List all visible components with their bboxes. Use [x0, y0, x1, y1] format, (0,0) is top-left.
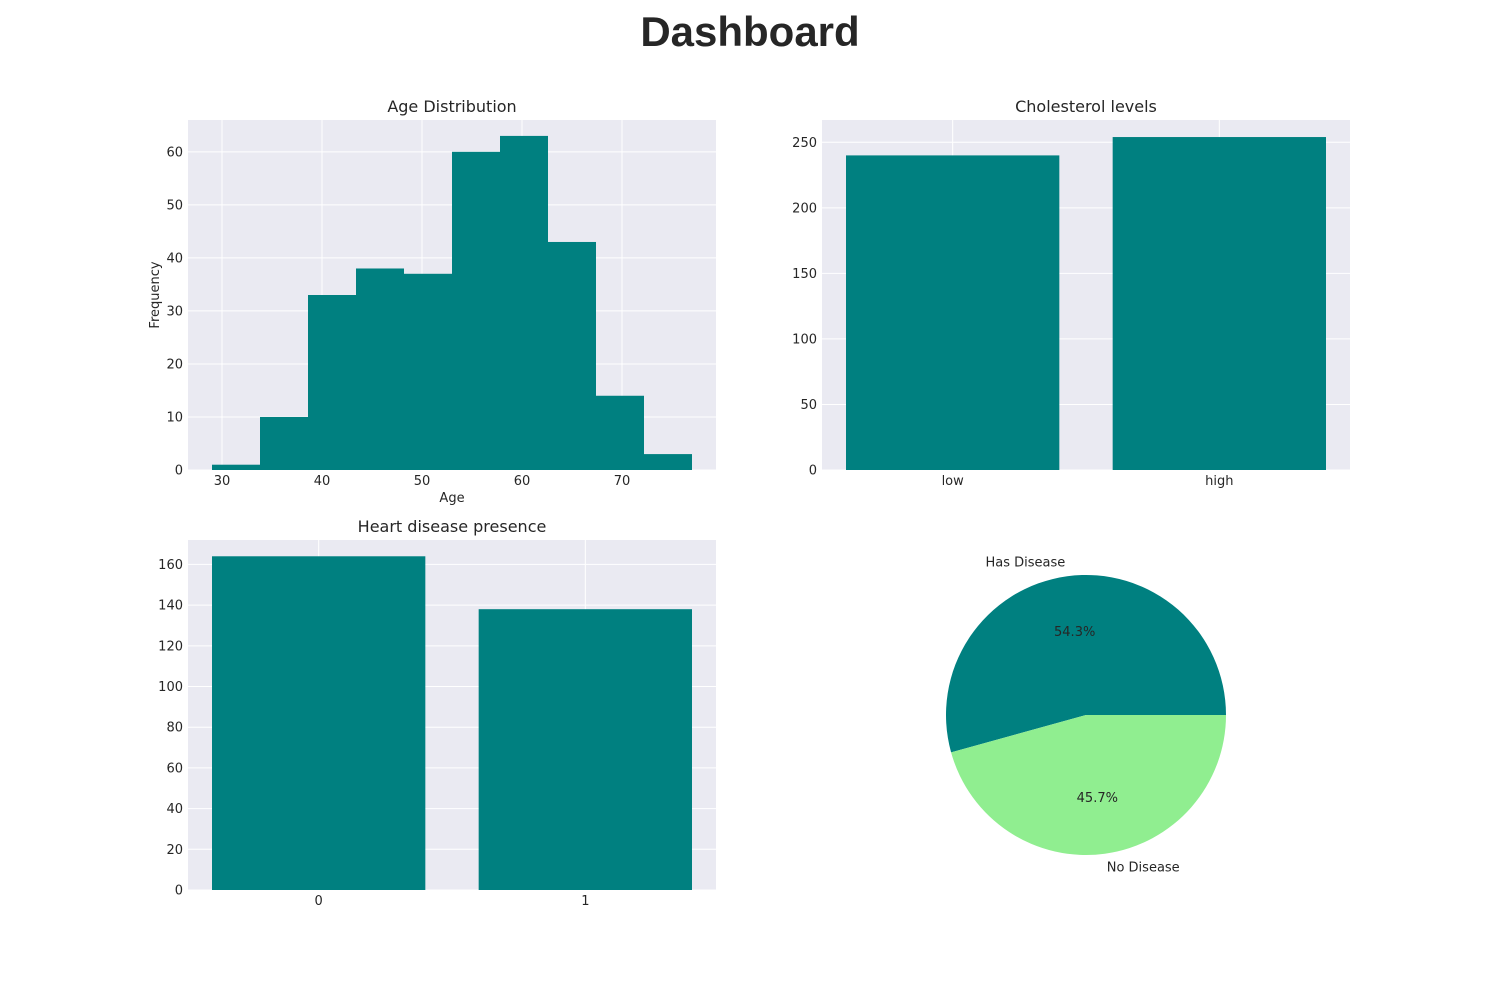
heart-disease-xtick-label: 1: [581, 894, 589, 909]
cholesterol-bar: [1113, 137, 1326, 470]
age-hist-bar: [356, 268, 404, 470]
cholesterol-ytick-label: 150: [792, 267, 817, 282]
age-hist-ytick-label: 10: [166, 410, 183, 425]
heart-disease-title: Heart disease presence: [358, 517, 547, 536]
pie-label: No Disease: [1107, 861, 1180, 876]
heart-disease-ytick-label: 0: [175, 884, 183, 899]
age-hist-ytick-label: 30: [166, 304, 183, 319]
cholesterol-title: Cholesterol levels: [1015, 97, 1157, 116]
heart-disease-ytick-label: 80: [166, 721, 183, 736]
heart-disease-ytick-label: 120: [158, 639, 183, 654]
age-hist-xlabel: Age: [439, 491, 464, 506]
age-hist-bar: [212, 465, 260, 470]
heart-disease-ytick-label: 40: [166, 802, 183, 817]
age-hist-bar: [548, 242, 596, 470]
pie-percent-label: 45.7%: [1077, 791, 1118, 806]
heart-disease-chart: 0 20 40 60 80 100 120 140 160 0 1 Heart disease pre…: [158, 517, 716, 909]
age-distribution-chart: 30 40 50 60 70 0 10 20 30 40 50 60 Age Distribution A…: [148, 97, 716, 506]
disease-pie-chart: Has Disease 54.3% No Disease 45.7%: [946, 555, 1226, 875]
age-hist-xtick-label: 70: [614, 474, 631, 489]
age-hist-title: Age Distribution: [387, 97, 516, 116]
heart-disease-xtick-label: 0: [315, 894, 323, 909]
age-hist-xtick-label: 50: [414, 474, 431, 489]
age-hist-ytick-label: 40: [166, 251, 183, 266]
age-hist-ylabel: Frequency: [148, 261, 163, 328]
cholesterol-ytick-label: 0: [809, 464, 817, 479]
cholesterol-xtick-label: high: [1205, 474, 1233, 489]
cholesterol-ytick-label: 200: [792, 201, 817, 216]
age-hist-bar: [596, 396, 644, 470]
heart-disease-ytick-label: 100: [158, 680, 183, 695]
age-hist-ytick-label: 20: [166, 357, 183, 372]
heart-disease-ytick-label: 140: [158, 599, 183, 614]
age-hist-xtick-label: 40: [314, 474, 331, 489]
heart-disease-ytick-label: 60: [166, 761, 183, 776]
cholesterol-bar: [846, 155, 1059, 470]
age-hist-ytick-label: 50: [166, 198, 183, 213]
age-hist-bar: [452, 152, 500, 470]
age-hist-ytick-label: 0: [175, 464, 183, 479]
cholesterol-ytick-label: 250: [792, 136, 817, 151]
cholesterol-ytick-label: 50: [800, 398, 817, 413]
cholesterol-xtick-label: low: [942, 474, 965, 489]
heart-disease-bar: [479, 609, 692, 890]
pie-percent-label: 54.3%: [1054, 625, 1095, 640]
heart-disease-bar: [212, 556, 425, 890]
age-hist-bar: [260, 417, 308, 470]
age-hist-ytick-label: 60: [166, 145, 183, 160]
cholesterol-ytick-label: 100: [792, 332, 817, 347]
pie-label: Has Disease: [985, 555, 1065, 570]
age-hist-bar: [644, 454, 692, 470]
age-hist-bar: [308, 295, 356, 470]
heart-disease-ytick-label: 20: [166, 843, 183, 858]
cholesterol-chart: 0 50 100 150 200 250 low high Cholesterol levels: [792, 97, 1350, 489]
age-hist-bar: [404, 274, 452, 470]
age-hist-bar: [500, 136, 548, 470]
age-hist-xtick-label: 30: [214, 474, 231, 489]
age-hist-xtick-label: 60: [514, 474, 531, 489]
heart-disease-ytick-label: 160: [158, 558, 183, 573]
